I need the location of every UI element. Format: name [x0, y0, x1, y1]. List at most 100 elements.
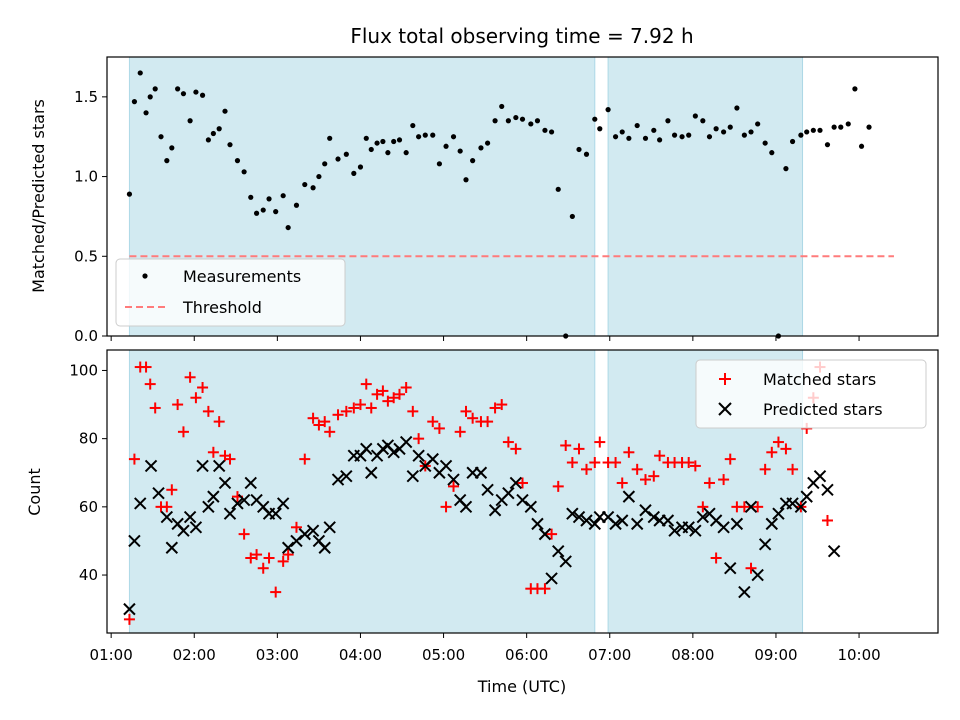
matched-star-marker	[197, 382, 209, 394]
measurement-point	[789, 138, 796, 145]
predicted-star-marker	[794, 500, 808, 514]
matched-star-marker	[371, 388, 383, 400]
predicted-star-marker	[318, 541, 331, 554]
legend-predicted-label: Predicted stars	[763, 400, 883, 419]
measurement-point	[260, 207, 266, 213]
matched-star-marker	[144, 378, 156, 390]
matched-star-marker	[166, 484, 178, 496]
legend-matched-label: Matched stars	[763, 370, 876, 389]
matched-star-marker	[772, 436, 784, 448]
predicted-star-marker	[447, 473, 460, 486]
matched-star-marker	[238, 528, 250, 540]
measurement-point	[679, 134, 685, 140]
measurement-point	[492, 118, 498, 124]
measurement-point	[164, 158, 170, 164]
predicted-star-marker	[306, 524, 320, 537]
matched-stars-points	[123, 361, 833, 625]
measurement-point	[838, 124, 844, 130]
x-tick-label: 04:00	[339, 646, 382, 664]
predicted-star-marker	[196, 459, 209, 473]
measurement-point	[605, 107, 611, 113]
legend-measurements-marker	[142, 273, 148, 279]
measurement-point	[824, 142, 831, 148]
measurement-point	[385, 150, 391, 156]
measurement-point	[253, 210, 260, 216]
matched-star-marker	[202, 405, 214, 417]
predicted-star-marker	[730, 517, 744, 531]
measurement-point	[180, 91, 187, 97]
predicted-star-marker	[531, 517, 544, 531]
predicted-star-marker	[559, 555, 572, 568]
measurement-point	[396, 137, 403, 143]
measurement-point	[199, 92, 206, 98]
predicted-star-marker	[580, 514, 593, 527]
predicted-stars-points	[123, 435, 841, 616]
measurement-point	[457, 148, 463, 154]
predicted-star-marker	[765, 517, 779, 531]
measurement-point	[430, 132, 436, 138]
matched-star-marker	[433, 422, 445, 434]
matched-star-marker	[560, 439, 572, 451]
predicted-star-marker	[639, 504, 652, 517]
predicted-star-marker	[281, 541, 295, 554]
predicted-star-marker	[630, 517, 644, 531]
measurement-point	[363, 135, 369, 141]
bottom-panel: 40 60 80 100 01:00 02:00 03:00 04:00 05:00 06:00…	[25, 349, 939, 696]
measurement-point	[769, 150, 775, 156]
measurements-points	[126, 70, 872, 339]
matched-star-marker	[697, 501, 709, 513]
measurement-point	[619, 129, 625, 135]
measurement-point	[528, 121, 534, 127]
measurement-point	[266, 196, 272, 202]
bottom-y-ticks: 40 60 80 100	[69, 361, 107, 584]
matched-star-marker	[290, 521, 302, 533]
predicted-star-marker	[772, 507, 785, 520]
matched-star-marker	[140, 361, 152, 373]
chart-title: Flux total observing time = 7.92 h	[350, 24, 693, 48]
measurement-point	[175, 86, 181, 92]
measurement-point	[443, 143, 449, 149]
matched-star-marker	[319, 416, 331, 428]
matched-star-marker	[184, 371, 196, 383]
predicted-star-marker	[813, 469, 827, 483]
measurement-point	[817, 127, 823, 133]
matched-star-marker	[710, 552, 722, 564]
measurement-point	[741, 132, 747, 138]
measurement-point	[810, 127, 816, 133]
measurement-point	[576, 146, 582, 153]
matched-star-marker	[413, 433, 425, 445]
predicted-star-marker	[717, 521, 730, 534]
predicted-star-marker	[134, 497, 147, 510]
matched-star-marker	[332, 409, 344, 421]
x-tick-label: 07:00	[588, 646, 631, 664]
predicted-star-marker	[696, 510, 710, 524]
predicted-star-marker	[144, 459, 158, 473]
matched-star-marker	[207, 446, 219, 458]
matched-star-marker	[616, 477, 628, 489]
measurement-point	[293, 202, 300, 208]
matched-star-marker	[821, 514, 833, 526]
measurement-point	[700, 118, 706, 124]
bottom-observing-spans	[128, 349, 804, 634]
predicted-star-marker	[152, 486, 165, 500]
measurement-point	[416, 134, 422, 140]
predicted-star-marker	[538, 527, 552, 541]
predicted-star-marker	[552, 544, 565, 558]
measurement-point	[273, 209, 279, 215]
predicted-star-marker	[474, 466, 488, 479]
matched-star-marker	[365, 402, 377, 414]
matched-star-marker	[683, 457, 695, 469]
measurement-point	[187, 118, 193, 124]
measurement-point	[727, 124, 733, 130]
legend-threshold-label: Threshold	[182, 298, 262, 317]
matched-star-marker	[382, 395, 394, 407]
predicted-star-marker	[738, 585, 751, 599]
measurement-point	[478, 145, 484, 151]
measurement-point	[410, 122, 416, 129]
predicted-star-marker	[189, 521, 203, 534]
x-tick-label: 02:00	[173, 646, 216, 664]
predicted-star-marker	[821, 483, 834, 497]
measurement-point	[505, 118, 511, 124]
measurement-point	[519, 116, 526, 122]
matched-star-marker	[566, 457, 578, 469]
